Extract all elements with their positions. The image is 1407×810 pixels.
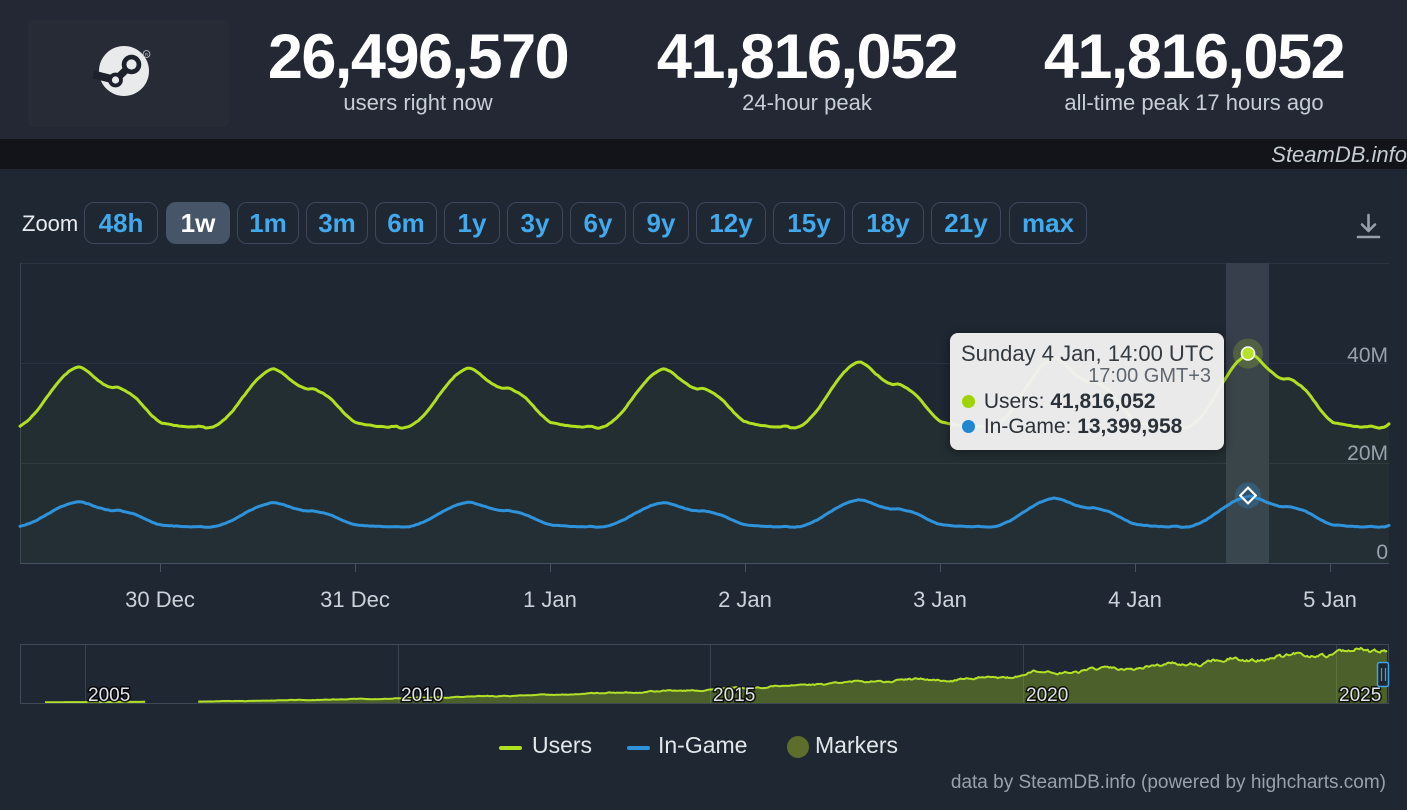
svg-text:31 Dec: 31 Dec: [320, 587, 390, 612]
svg-text:2010: 2010: [401, 685, 443, 706]
svg-text:3 Jan: 3 Jan: [913, 587, 967, 612]
svg-text:2 Jan: 2 Jan: [718, 587, 772, 612]
svg-text:5 Jan: 5 Jan: [1303, 587, 1357, 612]
svg-text:0: 0: [1376, 541, 1388, 564]
svg-text:40M: 40M: [1347, 344, 1388, 367]
svg-text:2020: 2020: [1026, 685, 1068, 706]
svg-text:20M: 20M: [1347, 442, 1388, 465]
svg-text:2025: 2025: [1339, 685, 1381, 706]
svg-text:2015: 2015: [713, 685, 755, 706]
svg-text:4 Jan: 4 Jan: [1108, 587, 1162, 612]
svg-text:1 Jan: 1 Jan: [523, 587, 577, 612]
svg-text:2005: 2005: [88, 685, 130, 706]
svg-text:30 Dec: 30 Dec: [125, 587, 195, 612]
svg-text:R: R: [145, 52, 149, 57]
